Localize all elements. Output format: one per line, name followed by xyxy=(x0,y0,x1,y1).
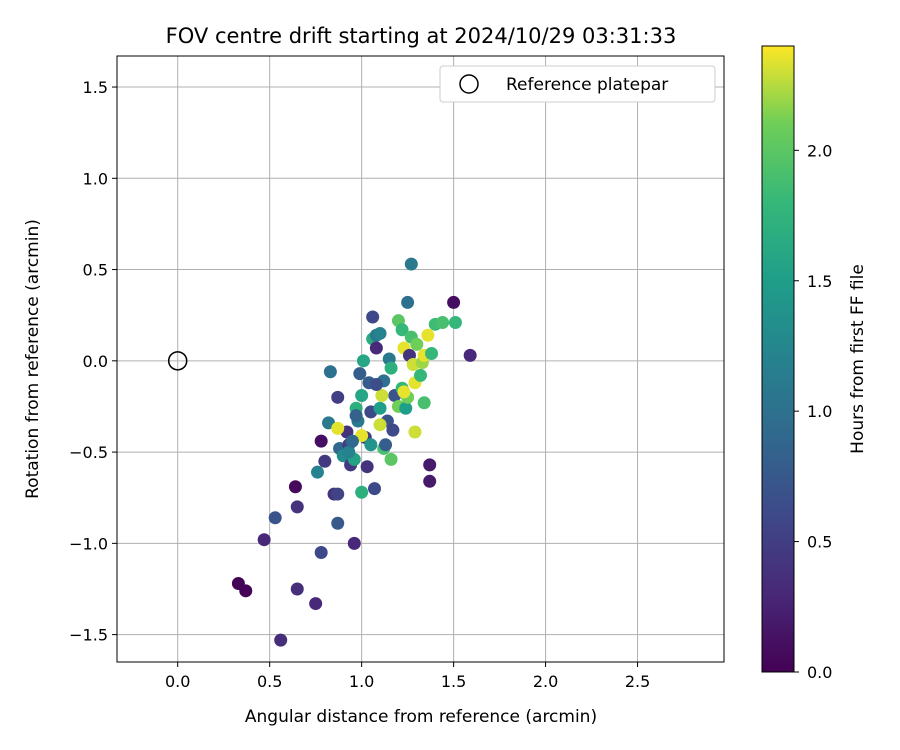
data-point xyxy=(331,421,345,435)
data-point xyxy=(401,295,415,309)
data-point xyxy=(290,500,304,514)
grid xyxy=(117,56,724,662)
data-point xyxy=(373,326,387,340)
y-tick-label: 0.5 xyxy=(83,261,108,280)
data-point xyxy=(364,438,378,452)
data-point xyxy=(323,365,337,379)
data-point xyxy=(268,511,282,525)
y-tick-label: 1.0 xyxy=(83,169,108,188)
data-point xyxy=(421,328,435,342)
data-point xyxy=(314,545,328,559)
data-point xyxy=(331,390,345,404)
data-point xyxy=(257,533,271,547)
x-tick-label: 2.5 xyxy=(625,672,650,691)
colorbar xyxy=(761,45,795,673)
data-point xyxy=(379,438,393,452)
data-point xyxy=(355,389,369,403)
data-point xyxy=(239,584,253,598)
data-point xyxy=(404,257,418,271)
data-point xyxy=(369,378,383,392)
data-point xyxy=(366,310,380,324)
data-point xyxy=(309,597,323,611)
scatter-points xyxy=(231,257,477,647)
data-point xyxy=(318,454,332,468)
legend-marker xyxy=(459,74,479,94)
data-point xyxy=(375,389,389,403)
y-axis-ticks: 1.5 1.0 0.5 0.0 −0.5 −1.0 −1.5 xyxy=(69,78,117,645)
y-tick-label: −1.0 xyxy=(69,534,108,553)
data-point xyxy=(355,485,369,499)
x-tick-label: 0.5 xyxy=(257,672,282,691)
legend-box xyxy=(439,65,716,103)
data-point xyxy=(274,633,288,647)
reference-marker xyxy=(167,351,188,371)
data-point xyxy=(414,368,427,382)
data-point xyxy=(408,425,422,439)
colorbar-tick-label: 1.0 xyxy=(807,402,832,421)
colorbar-tick-label: 2.0 xyxy=(807,141,832,160)
data-point xyxy=(369,341,383,355)
y-tick-label: −1.5 xyxy=(69,626,108,645)
data-point xyxy=(410,337,424,351)
colorbar-tick-label: 0.0 xyxy=(807,663,832,682)
data-point xyxy=(353,367,367,381)
data-point xyxy=(423,458,437,472)
data-point xyxy=(417,396,431,410)
x-axis-ticks: 0.0 0.5 1.0 1.5 2.0 2.5 xyxy=(165,662,650,691)
colorbar-label: Hours from first FF file xyxy=(848,264,868,454)
colorbar-tick-label: 1.5 xyxy=(807,272,832,291)
data-point xyxy=(288,480,302,494)
data-point xyxy=(314,434,328,448)
y-tick-label: −0.5 xyxy=(69,443,108,462)
x-tick-label: 1.5 xyxy=(441,672,466,691)
data-point xyxy=(423,474,437,488)
data-point xyxy=(345,434,359,448)
data-point xyxy=(447,295,461,309)
data-point xyxy=(360,460,374,474)
data-point xyxy=(397,385,411,399)
data-point xyxy=(290,582,304,596)
y-axis-label: Rotation from reference (arcmin) xyxy=(23,219,43,499)
y-tick-label: 1.5 xyxy=(83,78,108,97)
data-point xyxy=(349,409,363,423)
data-point xyxy=(448,315,462,329)
plot-frame xyxy=(116,55,725,663)
data-point xyxy=(399,401,413,415)
x-tick-label: 2.0 xyxy=(533,672,558,691)
data-point xyxy=(373,418,387,432)
x-tick-label: 0.0 xyxy=(165,672,190,691)
x-tick-label: 1.0 xyxy=(349,672,374,691)
data-point xyxy=(368,482,382,496)
legend: Reference platepar xyxy=(439,65,716,103)
data-point xyxy=(384,452,398,466)
legend-label: Reference platepar xyxy=(506,75,668,95)
data-point xyxy=(310,465,324,479)
y-tick-label: 0.0 xyxy=(83,352,108,371)
x-axis-label: Angular distance from reference (arcmin) xyxy=(245,707,597,727)
data-point xyxy=(425,347,439,361)
data-point xyxy=(356,354,370,368)
data-point xyxy=(331,516,345,530)
data-point xyxy=(395,323,409,337)
data-point xyxy=(436,315,450,329)
data-point xyxy=(463,348,477,362)
chart-title: FOV centre drift starting at 2024/10/29 … xyxy=(166,24,677,48)
colorbar-ticks: 0.0 0.5 1.0 1.5 2.0 xyxy=(794,141,832,682)
data-point xyxy=(373,401,387,415)
data-point xyxy=(384,361,398,375)
data-point xyxy=(342,445,356,459)
colorbar-tick-label: 0.5 xyxy=(807,533,832,552)
data-point xyxy=(386,423,400,437)
data-point xyxy=(347,536,361,550)
data-point xyxy=(331,487,345,501)
